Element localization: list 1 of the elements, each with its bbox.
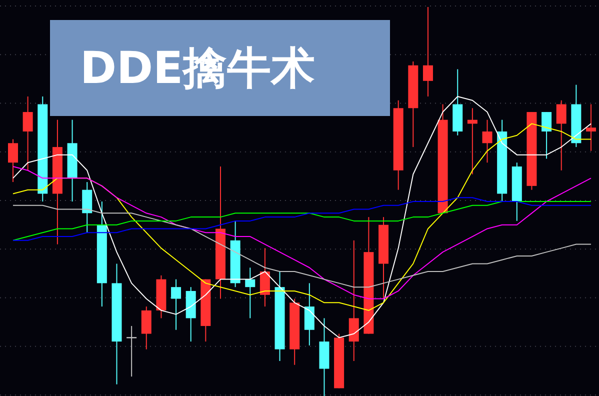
- title: DDE擒牛术: [50, 20, 390, 116]
